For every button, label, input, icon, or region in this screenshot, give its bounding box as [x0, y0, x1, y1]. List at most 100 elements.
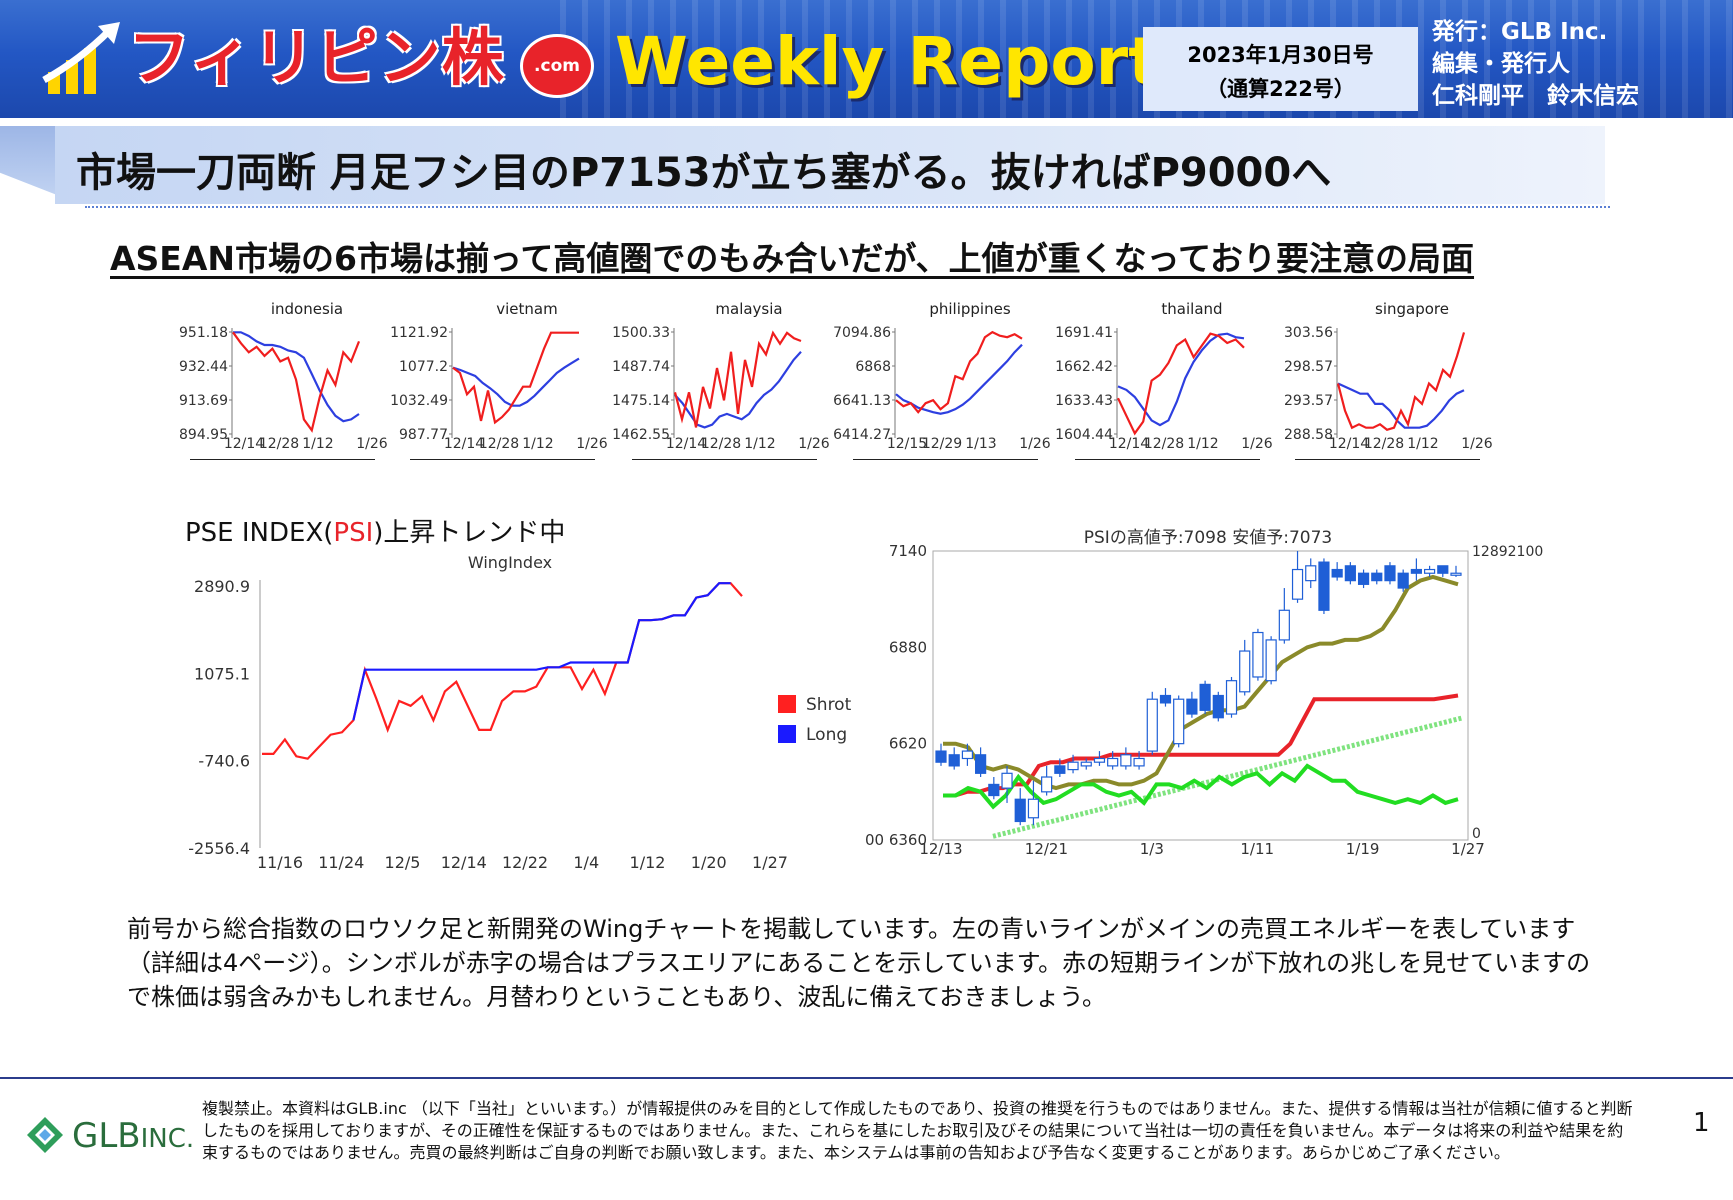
candle-body: [1331, 568, 1343, 578]
mini-x-tick-label: 12/14: [1109, 436, 1149, 452]
candle-body: [1093, 757, 1106, 763]
mini-y-tick-label: 1475.14: [612, 393, 670, 409]
candle-body: [1371, 572, 1383, 582]
mini-x-tick-label: 1/12: [744, 436, 775, 452]
mini-chart-underline: [1295, 459, 1480, 460]
candle-body: [1437, 565, 1449, 574]
mini-y-tick-label: 6641.13: [833, 393, 891, 409]
mini-x-tick-label: 1/26: [1241, 436, 1273, 452]
candle-body: [1199, 683, 1211, 711]
mini-y-tick-label: 1462.55: [612, 427, 670, 443]
mini-x-tick-label: 12/28: [259, 436, 299, 452]
mini-x-tick-label: 1/26: [1019, 436, 1051, 452]
headline: 市場一刀両断 月足フシ目のP7153が立ち塞がる。抜ければP9000へ: [76, 150, 1332, 196]
candle-body: [1344, 565, 1356, 582]
x-tick-label: 12/21: [1025, 840, 1068, 858]
mini-x-tick-label: 12/29: [922, 436, 962, 452]
glb-logo-suffix: INC.: [140, 1124, 195, 1154]
mini-x-tick-label: 12/28: [1144, 436, 1184, 452]
issue-number: （通算222号）: [1206, 77, 1355, 101]
y2-tick-label: 12892100: [1472, 544, 1543, 560]
issue-date: 2023年1月30日号: [1187, 43, 1374, 67]
candle-body: [1159, 694, 1172, 704]
mini-y-tick-label: 987.77: [399, 427, 448, 443]
x-tick-label: 1/4: [573, 853, 599, 872]
mini-y-tick-label: 1662.42: [1055, 359, 1113, 375]
headline-divider: [85, 206, 1610, 208]
mini-series-blue: [895, 343, 1023, 415]
x-tick-label: 1/27: [752, 853, 788, 872]
mini-y-tick-label: 298.57: [1284, 359, 1333, 375]
candle-body: [1410, 568, 1422, 574]
mini-chart-title: thailand: [1161, 300, 1223, 318]
candle-body: [935, 750, 947, 763]
mini-series-red: [895, 330, 1023, 414]
publisher-info: 発行：GLB Inc. 編集・発行人 仁科剛平 鈴木信宏: [1432, 16, 1639, 112]
candle-body: [1225, 680, 1238, 715]
mini-x-tick-label: 12/28: [479, 436, 519, 452]
mini-x-tick-label: 12/14: [444, 436, 484, 452]
mini-x-tick-label: 1/26: [576, 436, 608, 452]
mini-chart-title: malaysia: [715, 300, 783, 318]
trend-line: [992, 715, 1464, 839]
plot-frame: [932, 550, 1469, 841]
mini-series-red: [673, 330, 802, 428]
mini-series-red: [1117, 332, 1245, 436]
mini-y-tick-label: 1121.92: [390, 325, 448, 341]
mini-series-blue: [233, 331, 360, 423]
indicator-line-red: [943, 693, 1459, 798]
mini-y-tick-label: 1691.41: [1055, 325, 1113, 341]
candle-body: [1291, 568, 1304, 600]
candle-body: [975, 754, 987, 774]
y-tick-label: 00 6360: [865, 831, 927, 849]
issue-box: 2023年1月30日号 （通算222号）: [1143, 27, 1418, 111]
candle-body: [1278, 609, 1290, 641]
mini-x-tick-label: 12/28: [701, 436, 741, 452]
mini-y-tick-label: 288.58: [1284, 427, 1333, 443]
y-tick-label: 6880: [889, 638, 927, 656]
mini-x-tick-label: 12/28: [1364, 436, 1404, 452]
legend-swatch: [778, 695, 796, 713]
candle-body: [1173, 698, 1185, 745]
mini-x-tick-label: 12/14: [224, 436, 264, 452]
x-tick-label: 11/24: [318, 853, 364, 872]
mini-x-tick-label: 1/12: [1407, 436, 1438, 452]
mini-y-tick-label: 303.56: [1284, 325, 1333, 341]
legend-swatch: [778, 725, 796, 743]
x-tick-label: 1/27: [1451, 840, 1485, 858]
mini-series-blue: [1337, 382, 1465, 429]
mini-x-tick-label: 1/12: [522, 436, 553, 452]
mini-x-tick-label: 1/26: [1461, 436, 1493, 452]
editor-label: 編集・発行人: [1432, 51, 1570, 77]
mini-y-tick-label: 293.57: [1284, 393, 1333, 409]
mini-y-tick-label: 1077.2: [399, 359, 448, 375]
publisher-line: 発行：GLB Inc.: [1432, 19, 1608, 45]
candle-body: [1357, 572, 1370, 585]
mini-chart-underline: [190, 459, 375, 460]
mini-y-tick-label: 951.18: [179, 325, 228, 341]
mini-x-tick-label: 12/15: [887, 436, 927, 452]
candle-body: [1067, 761, 1079, 771]
footer-divider: [0, 1077, 1733, 1079]
mini-y-tick-label: 1032.49: [390, 393, 448, 409]
y-tick-label: -2556.4: [188, 839, 250, 858]
candle-body: [1397, 572, 1409, 589]
mini-chart-underline: [853, 459, 1038, 460]
mini-y-tick-label: 1487.74: [612, 359, 670, 375]
mini-series-red: [232, 331, 361, 433]
mini-x-tick-label: 1/12: [1187, 436, 1218, 452]
candle-body: [1384, 565, 1396, 582]
candle-body: [1133, 757, 1145, 767]
editor-names: 仁科剛平 鈴木信宏: [1432, 83, 1639, 109]
mini-x-tick-label: 1/12: [302, 436, 333, 452]
mini-y-tick-label: 1604.44: [1055, 427, 1113, 443]
series-line-long: [352, 582, 731, 721]
candle-body: [1239, 650, 1251, 693]
y-tick-label: 7140: [889, 542, 927, 560]
mini-y-tick-label: 894.95: [179, 427, 228, 443]
commentary-text: 前号から総合指数のロウソク足と新開発のWingチャートを掲載しています。左の青い…: [127, 915, 1591, 1011]
candle-body: [1001, 772, 1013, 789]
